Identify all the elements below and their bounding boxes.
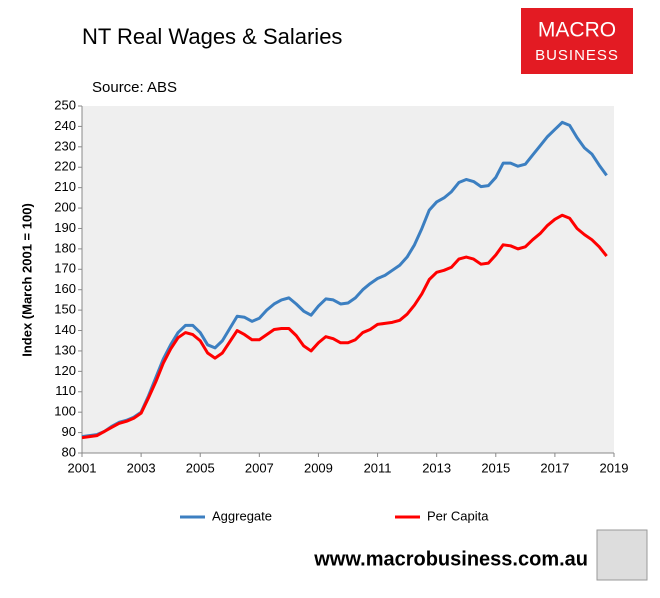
y-tick-label: 80	[62, 444, 76, 459]
y-tick-label: 210	[54, 179, 76, 194]
x-tick-label: 2017	[540, 460, 569, 475]
y-tick-label: 90	[62, 424, 76, 439]
x-tick-label: 2009	[304, 460, 333, 475]
x-tick-label: 2015	[481, 460, 510, 475]
y-tick-label: 110	[55, 383, 76, 398]
y-tick-label: 170	[54, 261, 76, 276]
y-tick-label: 120	[54, 363, 76, 378]
y-tick-label: 190	[54, 220, 76, 235]
logo-icon	[596, 529, 648, 581]
y-tick-label: 240	[54, 118, 76, 133]
x-tick-label: 2005	[186, 460, 215, 475]
y-tick-label: 100	[54, 404, 76, 419]
x-tick-label: 2007	[245, 460, 274, 475]
logo	[521, 8, 633, 74]
legend-label: Per Capita	[427, 508, 489, 523]
y-tick-label: 130	[54, 342, 76, 357]
y-tick-label: 140	[54, 322, 76, 337]
footer: www.macrobusiness.com.au	[313, 548, 588, 570]
y-tick-label: 180	[54, 240, 76, 255]
x-tick-label: 2013	[422, 460, 451, 475]
chart-title: NT Real Wages & Salaries	[82, 24, 342, 49]
x-tick-label: 2001	[68, 460, 97, 475]
subtitle: Source: ABS	[92, 79, 177, 96]
line	[81, 213, 608, 440]
y-tick-label: 200	[54, 199, 76, 214]
plot-area	[82, 106, 614, 453]
x-tick-label: 2011	[364, 460, 392, 475]
line	[81, 120, 608, 439]
x-tick-label: 2003	[127, 460, 156, 475]
y-tick-label: 220	[54, 159, 76, 174]
legend-label: Aggregate	[212, 508, 272, 523]
logo-text: MACRO	[538, 19, 616, 42]
y-tick-label: 250	[54, 97, 76, 112]
y-tick-label: 160	[54, 281, 76, 296]
x-tick-label: 2019	[600, 460, 629, 475]
logo-text: BUSINESS	[535, 47, 619, 64]
y-tick-label: 150	[54, 302, 76, 317]
y-tick-label: 230	[54, 138, 76, 153]
y-axis-label: Index (March 2001 = 100)	[19, 203, 34, 357]
